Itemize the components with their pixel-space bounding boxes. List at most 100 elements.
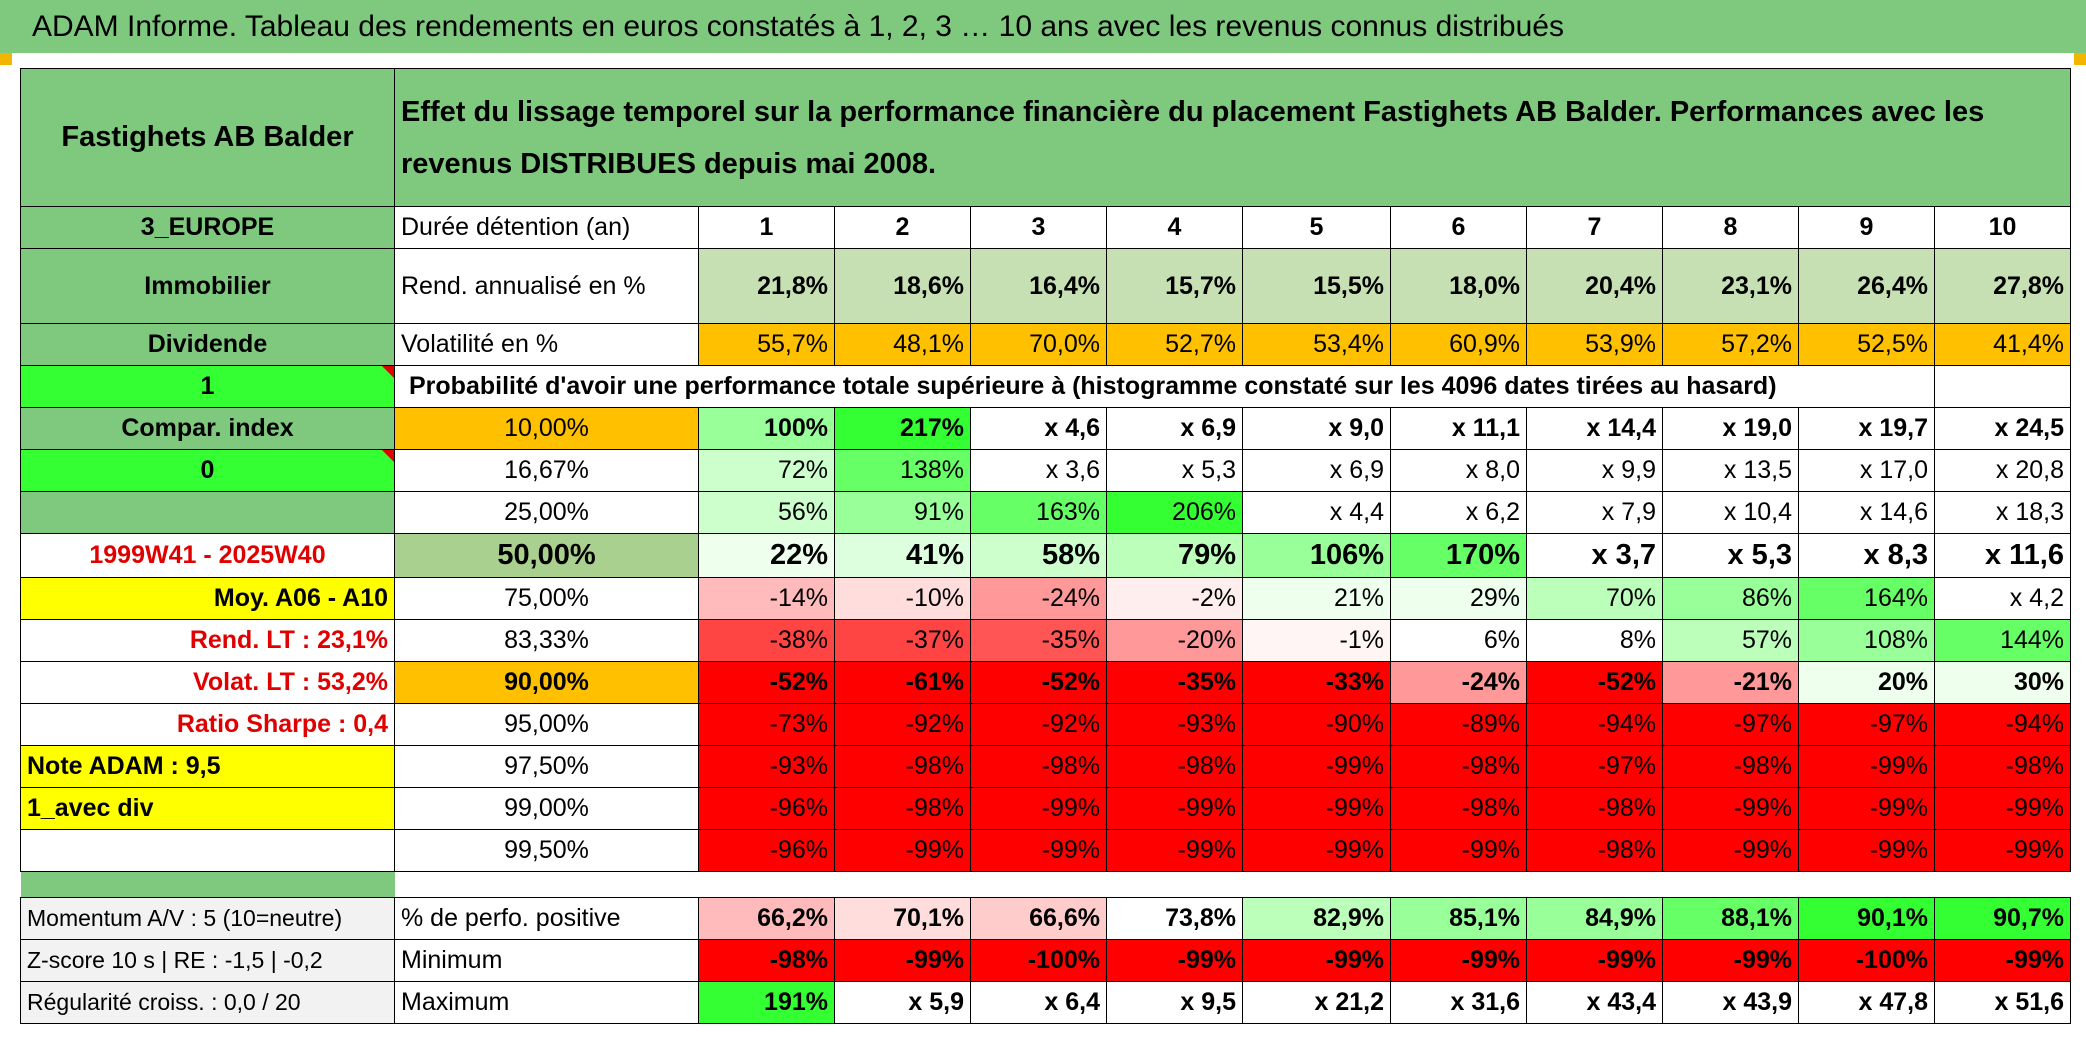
blank-cell xyxy=(20,491,395,534)
year-header: 3 xyxy=(970,206,1107,249)
prob-value: 217% xyxy=(834,407,971,450)
prob-value: x 6,9 xyxy=(1242,449,1391,492)
prob-value: -98% xyxy=(1662,745,1799,788)
prob-value: -92% xyxy=(970,703,1107,746)
performance-table: Fastighets AB Balder Effet du lissage tem… xyxy=(20,68,2071,1024)
side-metric-label: Momentum A/V : 5 (10=neutre) xyxy=(20,897,395,940)
prob-value: -99% xyxy=(1242,787,1391,830)
metric-value: -100% xyxy=(970,939,1107,982)
table-row: Z-score 10 s | RE : -1,5 | -0,2 Minimum -9… xyxy=(20,939,2071,982)
prob-value: x 4,2 xyxy=(1934,577,2071,620)
prob-threshold: 95,00% xyxy=(394,703,699,746)
vol-value: 52,5% xyxy=(1798,323,1935,366)
side-metric-label: Z-score 10 s | RE : -1,5 | -0,2 xyxy=(20,939,395,982)
prob-value: -99% xyxy=(1242,829,1391,872)
vol-value: 41,4% xyxy=(1934,323,2071,366)
prob-value: 108% xyxy=(1798,619,1935,662)
corner-marker xyxy=(2074,53,2086,65)
metric-value: 73,8% xyxy=(1106,897,1243,940)
prob-value: 79% xyxy=(1106,533,1243,578)
metric-value: -99% xyxy=(1934,939,2071,982)
prob-value: x 3,7 xyxy=(1526,533,1663,578)
prob-value: -24% xyxy=(1390,661,1527,704)
prob-value: -99% xyxy=(1662,787,1799,830)
rend-value: 18,6% xyxy=(834,248,971,324)
prob-value: -98% xyxy=(970,745,1107,788)
prob-value: -99% xyxy=(834,829,971,872)
prob-value: -37% xyxy=(834,619,971,662)
rend-value: 20,4% xyxy=(1526,248,1663,324)
prob-value: -21% xyxy=(1662,661,1799,704)
prob-value: -99% xyxy=(1798,787,1935,830)
prob-value: x 20,8 xyxy=(1934,449,2071,492)
prob-value: x 3,6 xyxy=(970,449,1107,492)
corner-marker xyxy=(0,53,12,65)
vol-label: Volatilité en % xyxy=(394,323,699,366)
prob-value: 206% xyxy=(1106,491,1243,534)
prob-value: -24% xyxy=(970,577,1107,620)
blank-cell xyxy=(20,829,395,872)
prob-value: -20% xyxy=(1106,619,1243,662)
table-row: Régularité croiss. : 0,0 / 20 Maximum 191%… xyxy=(20,981,2071,1024)
volat-lt-label: Volat. LT : 53,2% xyxy=(20,661,395,704)
prob-value: -92% xyxy=(834,703,971,746)
prob-value: x 19,7 xyxy=(1798,407,1935,450)
prob-value: 164% xyxy=(1798,577,1935,620)
prob-value: 70% xyxy=(1526,577,1663,620)
prob-value: -98% xyxy=(834,787,971,830)
prob-value: 8% xyxy=(1526,619,1663,662)
note-adam-label: Note ADAM : 9,5 xyxy=(20,745,395,788)
year-header: 5 xyxy=(1242,206,1391,249)
prob-value: x 14,4 xyxy=(1526,407,1663,450)
metric-value: 84,9% xyxy=(1526,897,1663,940)
prob-value: x 4,4 xyxy=(1242,491,1391,534)
metric-value: -99% xyxy=(1526,939,1663,982)
prob-value: x 5,3 xyxy=(1106,449,1243,492)
rend-value: 16,4% xyxy=(970,248,1107,324)
prob-value: -89% xyxy=(1390,703,1527,746)
rend-value: 18,0% xyxy=(1390,248,1527,324)
table-row: Compar. index 10,00% 100% 217% x 4,6 x 6,9 x 9… xyxy=(20,407,2071,450)
prob-value: 138% xyxy=(834,449,971,492)
table-row: Moy. A06 - A10 75,00% -14% -10% -24% -2% 21% 29… xyxy=(20,577,2071,620)
prob-value: 41% xyxy=(834,533,971,578)
table-row: Rend. LT : 23,1% 83,33% -38% -37% -35% -20% -1… xyxy=(20,619,2071,662)
prob-threshold: 50,00% xyxy=(394,533,699,578)
prob-threshold: 99,50% xyxy=(394,829,699,872)
vol-value: 48,1% xyxy=(834,323,971,366)
prob-value: 30% xyxy=(1934,661,2071,704)
prob-value: 106% xyxy=(1242,533,1391,578)
prob-value: -98% xyxy=(1526,829,1663,872)
prob-value: -90% xyxy=(1242,703,1391,746)
metric-value: 70,1% xyxy=(834,897,971,940)
metric-value: -99% xyxy=(834,939,971,982)
prob-value: -99% xyxy=(1798,745,1935,788)
prob-value: -97% xyxy=(1526,745,1663,788)
prob-value: 91% xyxy=(834,491,971,534)
metric-value: 66,2% xyxy=(698,897,835,940)
prob-value: -98% xyxy=(1526,787,1663,830)
prob-value: -94% xyxy=(1526,703,1663,746)
prob-value: -96% xyxy=(698,787,835,830)
year-header: 1 xyxy=(698,206,835,249)
metric-value: 85,1% xyxy=(1390,897,1527,940)
spacer-cell xyxy=(394,871,2071,898)
prob-value: -98% xyxy=(1934,745,2071,788)
metric-value: x 31,6 xyxy=(1390,981,1527,1024)
prob-value: -99% xyxy=(1798,829,1935,872)
fund-name: Fastighets AB Balder xyxy=(20,68,395,207)
prob-value: -99% xyxy=(970,787,1107,830)
table-row: 1999W41 - 2025W40 50,00% 22% 41% 58% 79% 106% 1… xyxy=(20,533,2071,578)
vol-value: 53,4% xyxy=(1242,323,1391,366)
prob-value: 170% xyxy=(1390,533,1527,578)
rend-value: 23,1% xyxy=(1662,248,1799,324)
prob-value: -99% xyxy=(1390,829,1527,872)
prob-threshold: 10,00% xyxy=(394,407,699,450)
table-row xyxy=(20,871,2071,898)
prob-value: 57% xyxy=(1662,619,1799,662)
prob-value: 163% xyxy=(970,491,1107,534)
prob-value: -99% xyxy=(1106,787,1243,830)
period-label: 1999W41 - 2025W40 xyxy=(20,533,395,578)
prob-value: x 11,6 xyxy=(1934,533,2071,578)
metric-value: x 51,6 xyxy=(1934,981,2071,1024)
